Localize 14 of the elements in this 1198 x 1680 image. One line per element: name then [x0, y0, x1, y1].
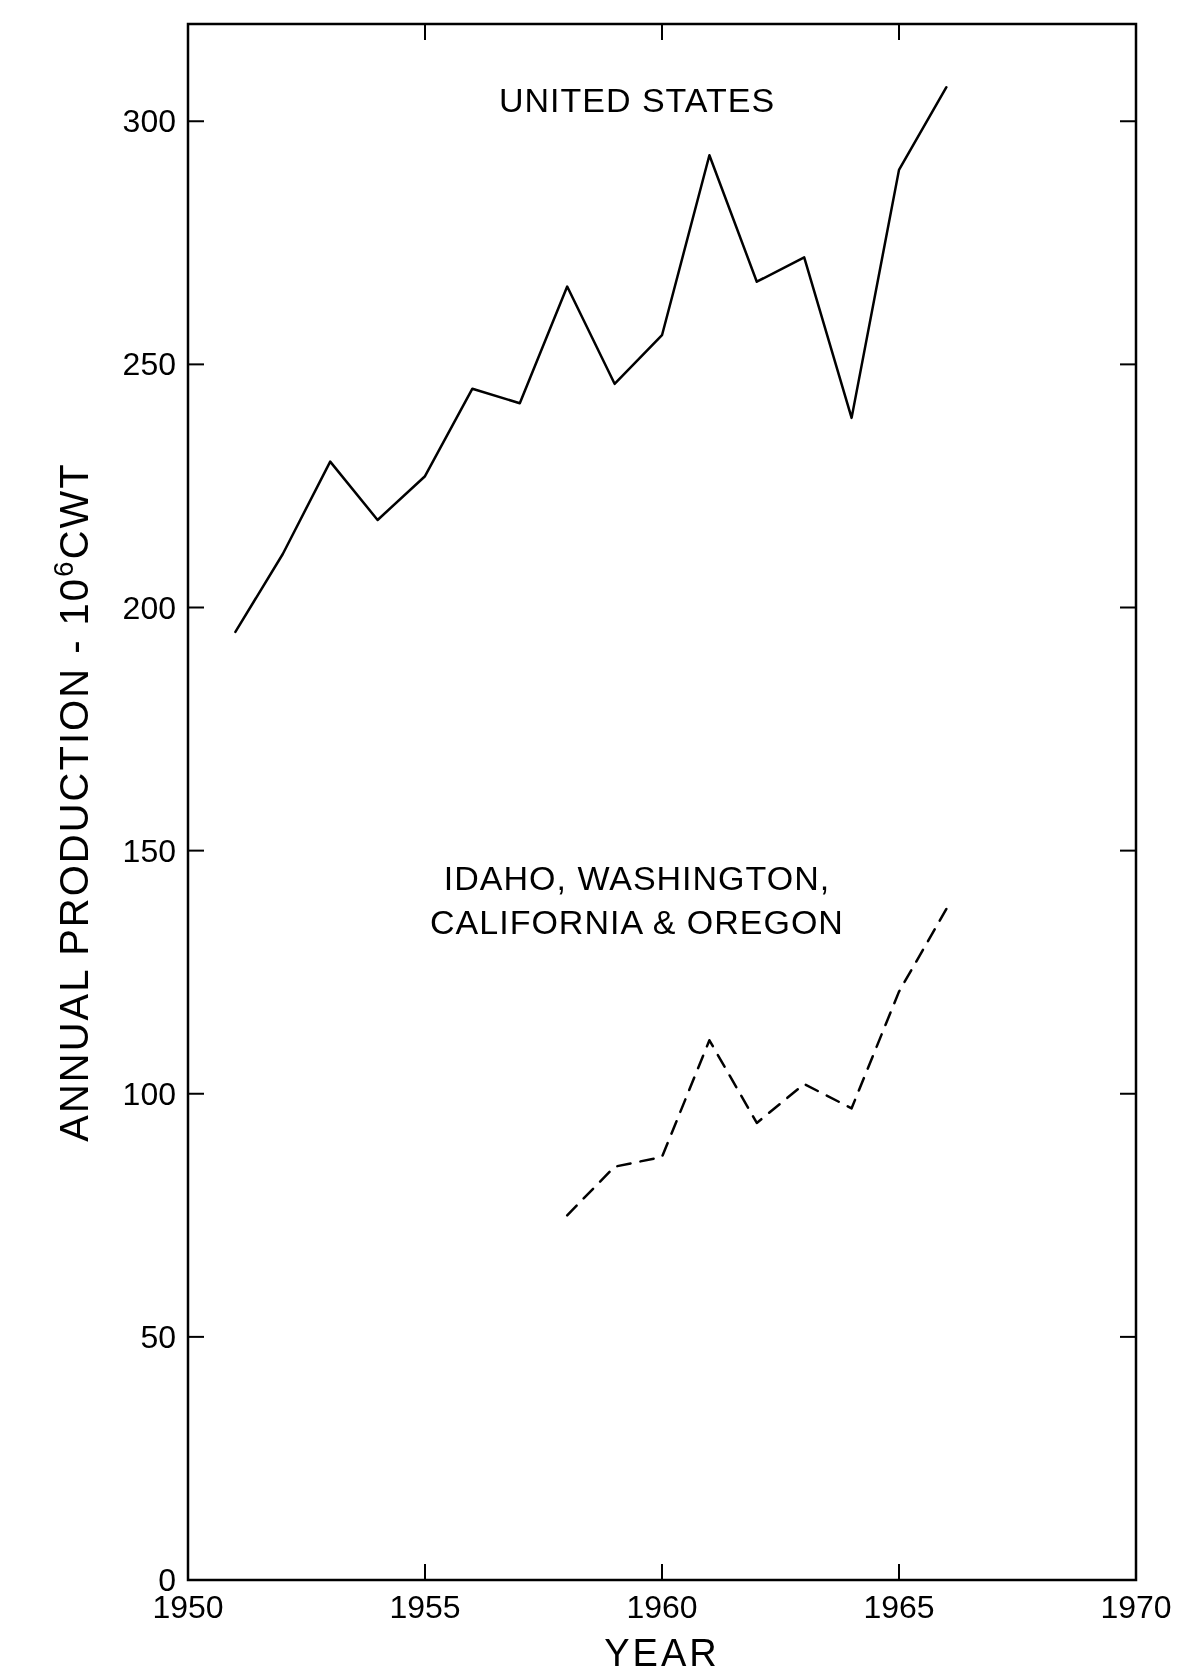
x-tick-label: 1965 — [863, 1589, 935, 1625]
x-axis-title: YEAR — [604, 1632, 720, 1674]
y-tick-label: 50 — [140, 1318, 176, 1355]
line-series — [234, 85, 948, 634]
text: IDAHO, WASHINGTON, CALIFORNIA & OREGON — [430, 858, 844, 941]
y-tick-label: 300 — [122, 103, 176, 140]
y-tick-label: 250 — [122, 346, 176, 383]
text: UNITED STATES — [498, 81, 776, 120]
y-tick-label: 100 — [122, 1075, 176, 1112]
x-tick-label: 1960 — [626, 1589, 698, 1625]
y-tick-label: 150 — [122, 832, 176, 869]
x-tick-label: 1955 — [389, 1589, 461, 1625]
y-tick-label: 200 — [122, 589, 176, 626]
x-tick-label: 1970 — [1100, 1589, 1172, 1625]
